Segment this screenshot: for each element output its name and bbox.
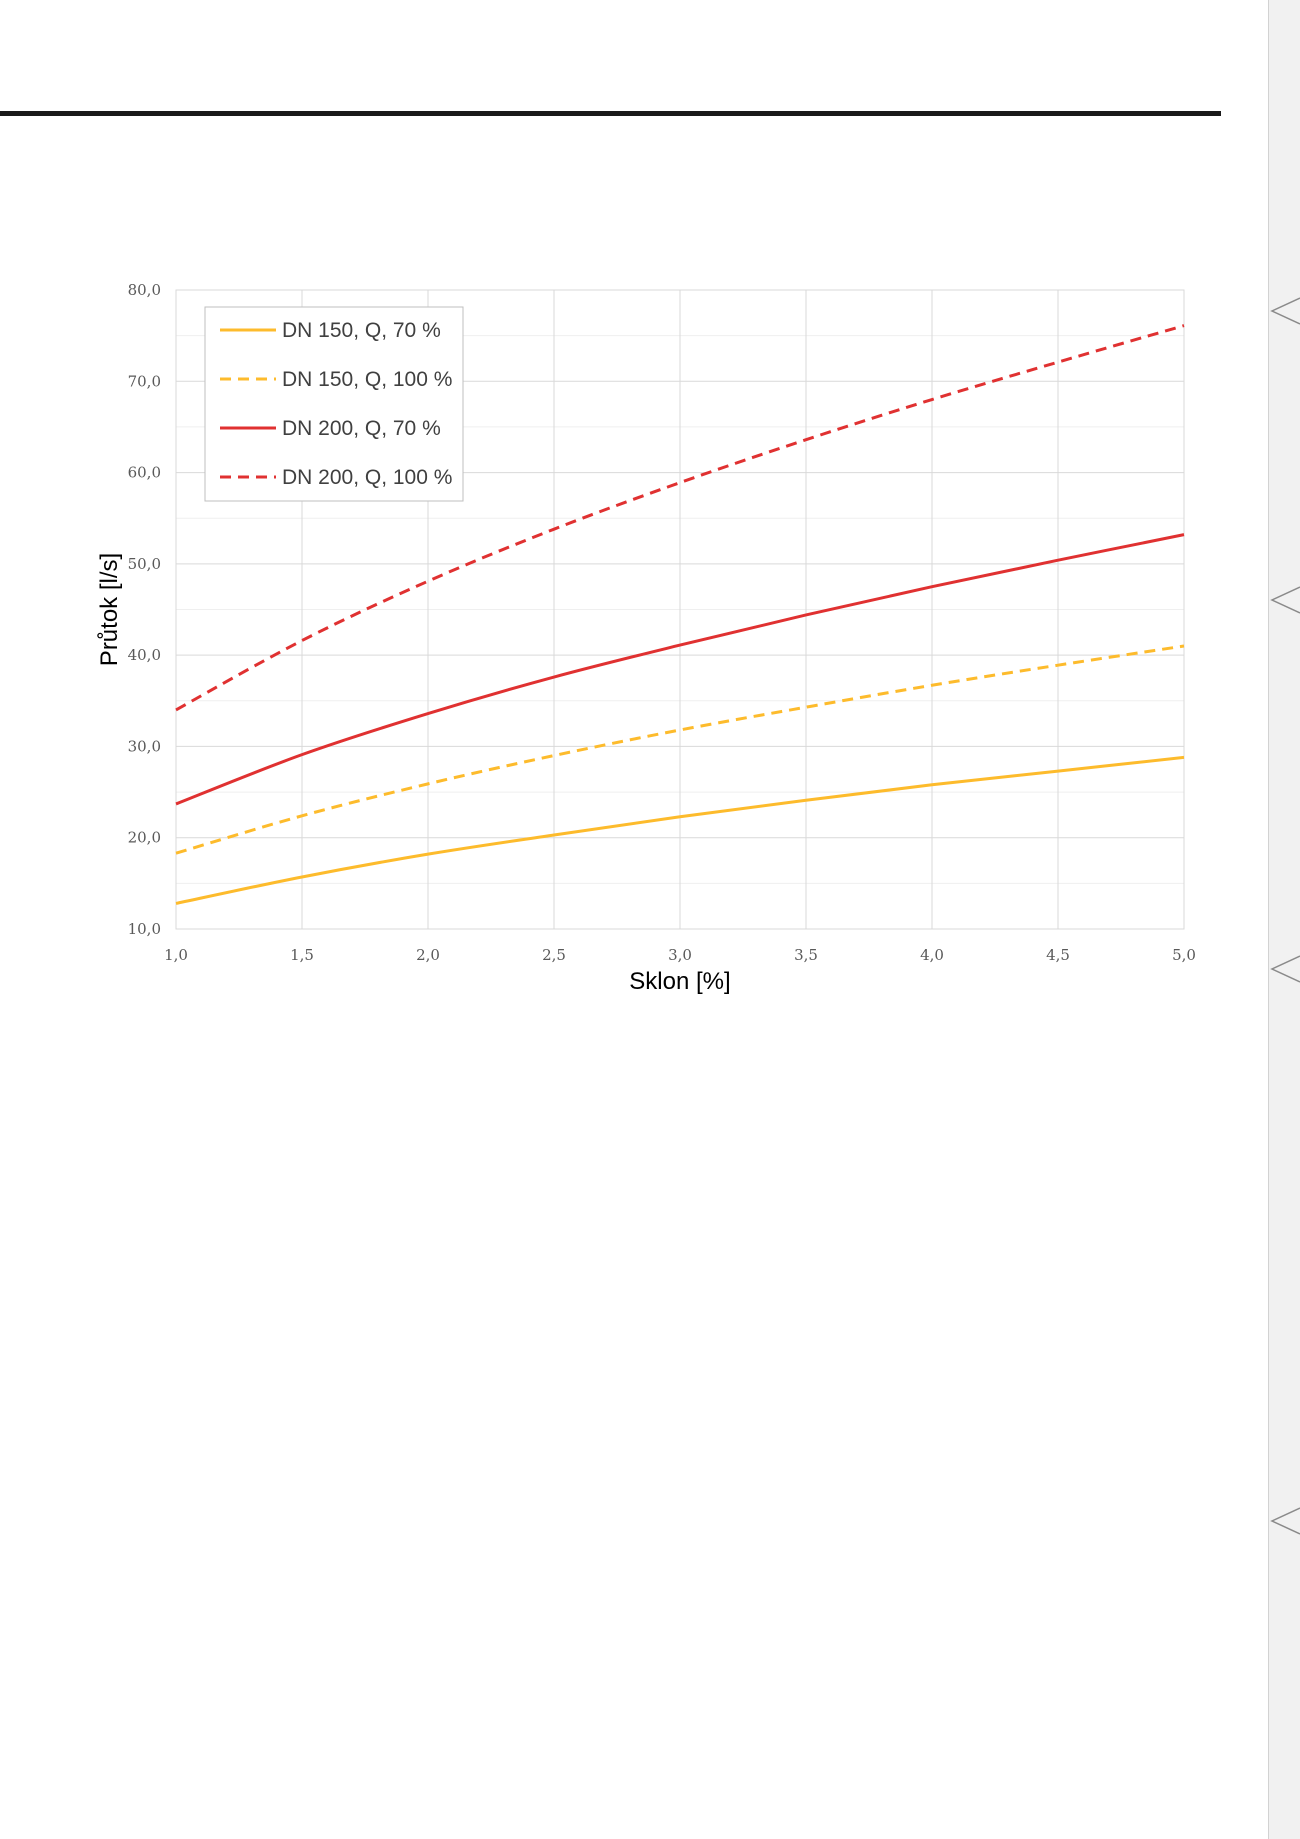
y-tick-label: 60,0	[128, 464, 161, 482]
plot-area-border	[175, 289, 1185, 930]
x-axis-ticks: 1,0 1,5 2,0 2,5 3,0 3,5 4,0 4,5 5,0	[164, 946, 1196, 964]
y-axis-label: Průtok [l/s]	[96, 553, 123, 666]
legend-label: DN 200, Q, 100 %	[282, 466, 452, 489]
y-tick-label: 30,0	[128, 737, 161, 755]
series-layer	[175, 324, 1185, 905]
series-line-1	[175, 755, 1185, 905]
x-tick-label: 1,5	[290, 946, 314, 964]
y-tick-label: 70,0	[128, 372, 161, 390]
legend-label: DN 150, Q, 100 %	[282, 368, 452, 391]
y-tick-label: 50,0	[128, 555, 161, 573]
chart-legend: DN 150, Q, 70 % DN 150, Q, 100 % DN 200, Q…	[204, 306, 464, 502]
y-tick-label: 20,0	[128, 829, 161, 847]
legend-label: DN 150, Q, 70 %	[282, 319, 441, 342]
series-line-3	[175, 533, 1185, 806]
series-line-2	[175, 644, 1185, 855]
legend-label: DN 200, Q, 70 %	[282, 417, 441, 440]
x-tick-label: 4,5	[1046, 946, 1070, 964]
flow-chart: 10,0 20,0 30,0 40,0 50,0 60,0 70,0 80,0 1,0 1,5 2…	[96, 281, 1196, 995]
y-tick-label: 10,0	[128, 920, 161, 938]
x-tick-label: 1,0	[164, 946, 188, 964]
x-tick-label: 2,0	[416, 946, 440, 964]
header-rule	[0, 111, 1221, 116]
x-tick-label: 5,0	[1172, 946, 1196, 964]
y-tick-label: 40,0	[128, 646, 161, 664]
page-side-tab	[1268, 0, 1300, 1839]
x-tick-label: 3,0	[668, 946, 692, 964]
x-tick-label: 4,0	[920, 946, 944, 964]
side-tab-marks	[1270, 297, 1300, 1535]
y-tick-label: 80,0	[128, 281, 161, 299]
series-line-4	[175, 324, 1185, 712]
legend-box	[204, 306, 464, 502]
x-axis-label: Sklon [%]	[629, 968, 730, 995]
x-tick-label: 2,5	[542, 946, 566, 964]
y-axis-ticks: 10,0 20,0 30,0 40,0 50,0 60,0 70,0 80,0	[128, 281, 161, 938]
x-tick-label: 3,5	[794, 946, 818, 964]
